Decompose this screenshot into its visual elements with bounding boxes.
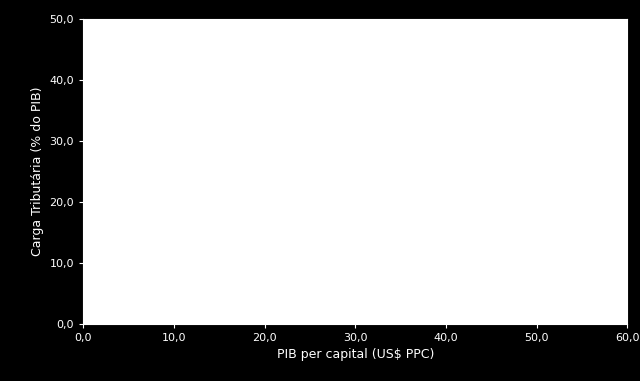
Text: DEN: DEN [343,9,367,19]
Y-axis label: Carga Tributária (% do PIB): Carga Tributária (% do PIB) [31,87,44,256]
X-axis label: PIB per capital (US$ PPC): PIB per capital (US$ PPC) [276,349,434,362]
